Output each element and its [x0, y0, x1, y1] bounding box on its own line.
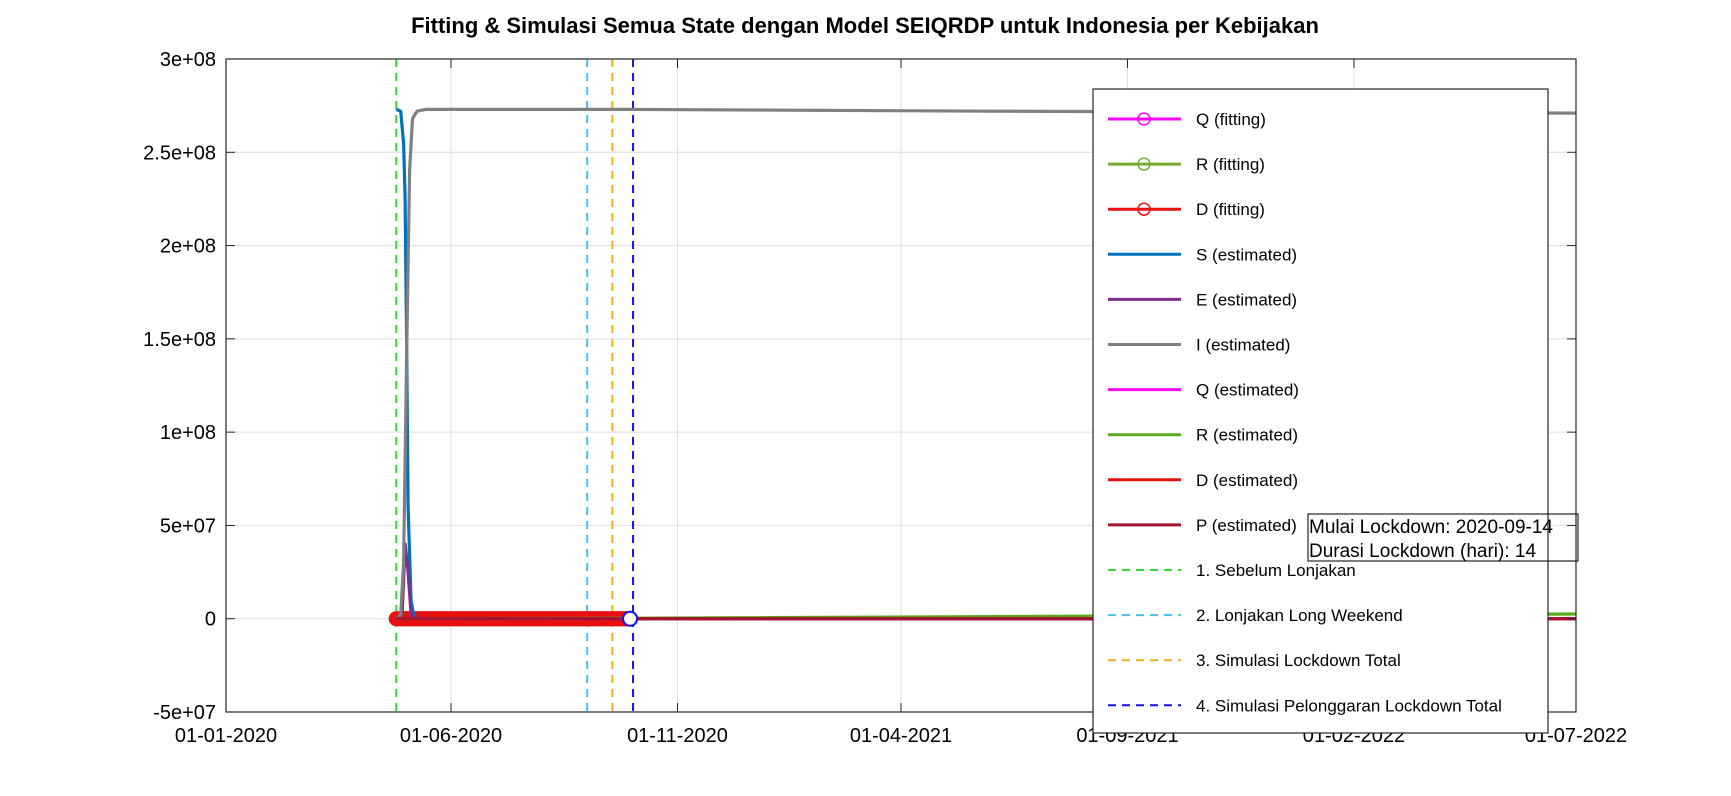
- y-tick-label: 3e+08: [160, 49, 216, 71]
- policy-lines: [395, 59, 635, 712]
- x-tick-label: 01-04-2021: [850, 725, 952, 747]
- legend: Q (fitting) R (fitting) D (fitting) S (esti…: [1092, 88, 1549, 734]
- legend-item-p-estimated-label: P (estimated): [1196, 516, 1297, 535]
- legend-item-q-estimated-label: Q (estimated): [1196, 381, 1299, 400]
- lockdown-annotation: Mulai Lockdown: 2020-09-14 Durasi Lockdow…: [1307, 513, 1579, 562]
- x-tick-label: 01-01-2020: [175, 725, 277, 747]
- y-tick-label: 2e+08: [160, 236, 216, 258]
- annotation-box: [1307, 513, 1579, 562]
- legend-item-3-simulasi-lockdown-total-label: 3. Simulasi Lockdown Total: [1196, 651, 1401, 670]
- legend-item-1-sebelum-lonjakan-label: 1. Sebelum Lonjakan: [1196, 561, 1356, 580]
- y-tick-label: 1.5e+08: [143, 329, 216, 351]
- x-tick-label: 01-06-2020: [400, 725, 502, 747]
- y-tick-label: 5e+07: [160, 515, 216, 537]
- x-tick-label: 01-11-2020: [627, 725, 728, 747]
- legend-item-q-fitting-label: Q (fitting): [1196, 110, 1266, 129]
- y-tick-label: 1e+08: [160, 422, 216, 444]
- y-tick-label: 0: [205, 609, 216, 631]
- legend-item-d-fitting-label: D (fitting): [1196, 200, 1265, 219]
- legend-item-e-estimated-label: E (estimated): [1196, 290, 1297, 309]
- legend-item-r-estimated-label: R (estimated): [1196, 426, 1298, 445]
- series-i-estimated: [395, 107, 1577, 620]
- legend-item-4-simulasi-pelonggaran-lockdown-total-label: 4. Simulasi Pelonggaran Lockdown Total: [1196, 696, 1502, 715]
- annotation-line: Durasi Lockdown (hari): 14: [1309, 541, 1536, 562]
- axis-ticks: 01-01-2020 01-06-2020 01-11-2020 01-04-2021…: [143, 49, 1627, 747]
- legend-item-r-fitting-label: R (fitting): [1196, 155, 1265, 174]
- legend-box: [1092, 88, 1549, 734]
- legend-item-2-lonjakan-long-weekend-label: 2. Lonjakan Long Weekend: [1196, 606, 1403, 625]
- y-tick-label: -5e+07: [153, 702, 216, 724]
- legend-item-d-fitting-marker: [1137, 202, 1151, 216]
- legend-item-r-fitting-marker: [1137, 157, 1151, 171]
- legend-item-q-fitting-marker: [1137, 112, 1151, 126]
- y-tick-label: 2.5e+08: [143, 142, 216, 164]
- fitting-end-marker: [622, 610, 639, 627]
- legend-item-i-estimated-label: I (estimated): [1196, 336, 1290, 355]
- chart-title: Fitting & Simulasi Semua State dengan Mo…: [411, 13, 1319, 38]
- x-tick-label: 01-07-2022: [1525, 725, 1627, 747]
- legend-item-s-estimated-label: S (estimated): [1196, 245, 1297, 264]
- legend-item-d-estimated-label: D (estimated): [1196, 471, 1298, 490]
- annotation-line: Mulai Lockdown: 2020-09-14: [1309, 517, 1553, 538]
